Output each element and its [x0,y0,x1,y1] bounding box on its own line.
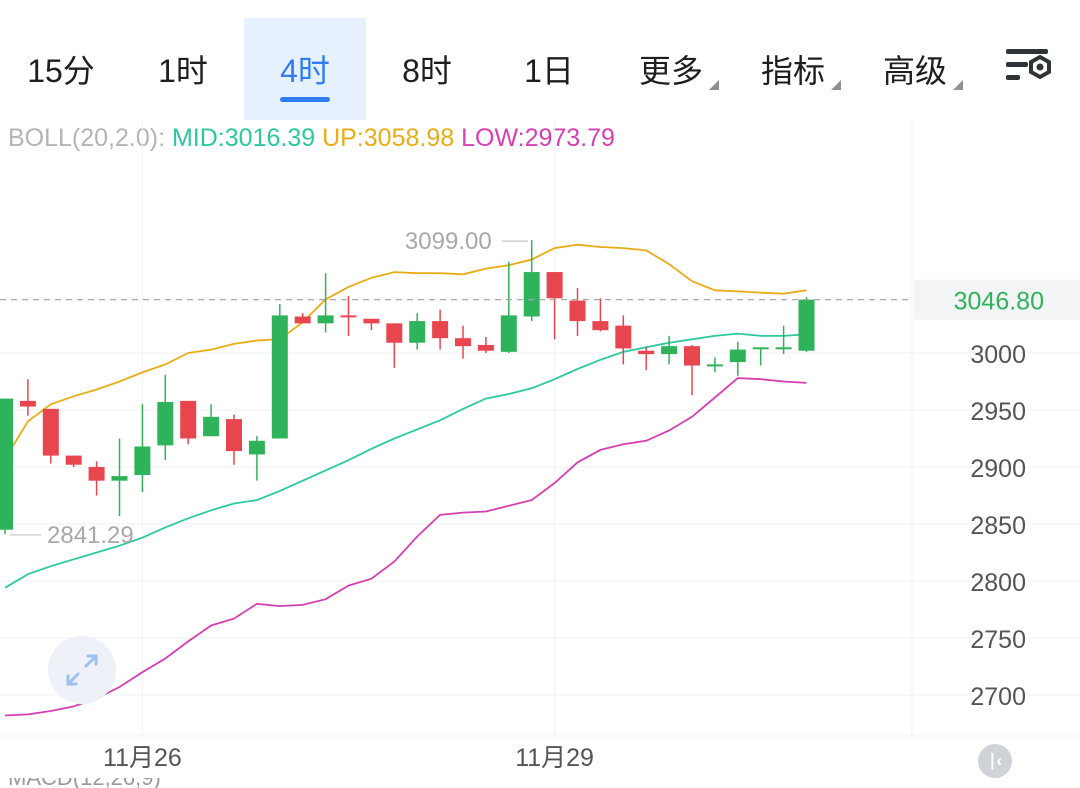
x-tick-label: 11月26 [103,744,182,772]
tab-label: 指标 [761,46,841,92]
boll-legend: BOLL(20,2.0): MID:3016.39 UP:3058.98 LOW… [8,124,615,153]
collapse-icon[interactable]: ∣‹ [978,744,1012,778]
candle-body [88,467,105,481]
boll-up-label: UP: [322,124,364,152]
macd-legend-text: MACD(12,26,9) [0,778,161,788]
candle-body [19,400,36,407]
candle-body [157,402,174,446]
tab-3[interactable]: 8时 [366,18,488,120]
boll-mid-label: MID: [171,124,225,152]
dropdown-caret-icon [831,80,841,90]
candle-body [180,400,197,439]
candle-body [523,272,540,317]
last-price-label: 3046.80 [954,288,1044,316]
candle-body [569,300,586,322]
expand-icon[interactable] [48,636,116,704]
candle-body [226,419,242,452]
candle-body [203,416,220,437]
y-tick-label: 2950 [970,398,1026,426]
candle-body [615,325,632,349]
active-tab-underline [280,97,330,102]
candle-body [248,440,265,455]
dropdown-caret-icon [953,80,963,90]
candle-body [775,347,792,350]
boll-mid-line [4,332,807,589]
candle-body [317,315,334,324]
candle-body [432,321,449,339]
tab-1[interactable]: 1时 [122,18,244,120]
tab-5[interactable]: 更多 [610,18,732,120]
tab-label: 4时 [280,53,330,89]
candle-body [42,408,59,456]
macd-legend: MACD(12,26,9) [0,778,1080,788]
candlestick-chart[interactable]: 3000 2950 2900 2850 2800 2750 2700 11月26 11月29 30… [0,120,1080,778]
candle-body [477,345,494,351]
candle-body [271,315,288,439]
candle-body [500,315,517,352]
candle-body [661,346,678,355]
tab-label: 1时 [158,53,208,89]
candle-body [0,398,13,530]
dropdown-caret-icon [709,80,719,90]
candle-body [684,346,700,366]
candle-body [294,316,311,324]
y-tick-label: 2900 [970,455,1026,483]
x-tick-label: 11月29 [515,744,594,772]
tab-4[interactable]: 1日 [488,18,610,120]
tab-2[interactable]: 4时 [244,18,366,120]
candle-body [706,364,723,367]
tab-label: 更多 [639,46,719,92]
tab-label: 8时 [402,53,452,89]
candle-body [729,349,746,363]
tab-label: 15分 [27,53,95,89]
y-tick-label: 3000 [970,341,1026,369]
candle-body [455,338,471,347]
candle-body [134,446,151,475]
boll-low-label: LOW: [461,124,525,152]
candle-body [363,318,380,324]
boll-mid-value: 3016.39 [224,124,316,152]
tab-label: 1日 [524,53,574,89]
candle-body [111,476,128,481]
y-tick-label: 2850 [970,512,1026,540]
candle-body [798,299,815,351]
tab-7[interactable]: 高级 [854,18,976,120]
boll-up-value: 3058.98 [363,124,455,152]
candle-body [546,272,563,299]
y-tick-label: 2700 [970,683,1026,711]
candle-body [65,455,82,465]
boll-low-line [4,377,807,717]
candle-body [592,321,609,331]
low-marker-label: 2841.29 [47,522,134,549]
y-tick-label: 2750 [970,626,1026,654]
y-tick-label: 2800 [970,569,1026,597]
candle-body [752,347,769,350]
tab-label: 高级 [883,46,963,92]
boll-name: BOLL(20,2.0): [8,124,166,152]
tab-0[interactable]: 15分 [0,18,122,120]
chart-settings-icon[interactable] [1000,44,1058,90]
high-marker-label: 3099.00 [405,228,492,255]
candle-body [638,350,655,355]
last-price-tag [914,279,1080,320]
boll-up-line [4,243,807,460]
candle-body [340,315,357,318]
boll-low-value: 2973.79 [524,124,615,152]
candle-body [409,321,426,343]
candle-body [386,323,403,343]
timeframe-tabs: 15分 1时 4时 8时 1日 更多 指标 高级 [0,0,1080,120]
tab-6[interactable]: 指标 [732,18,854,120]
